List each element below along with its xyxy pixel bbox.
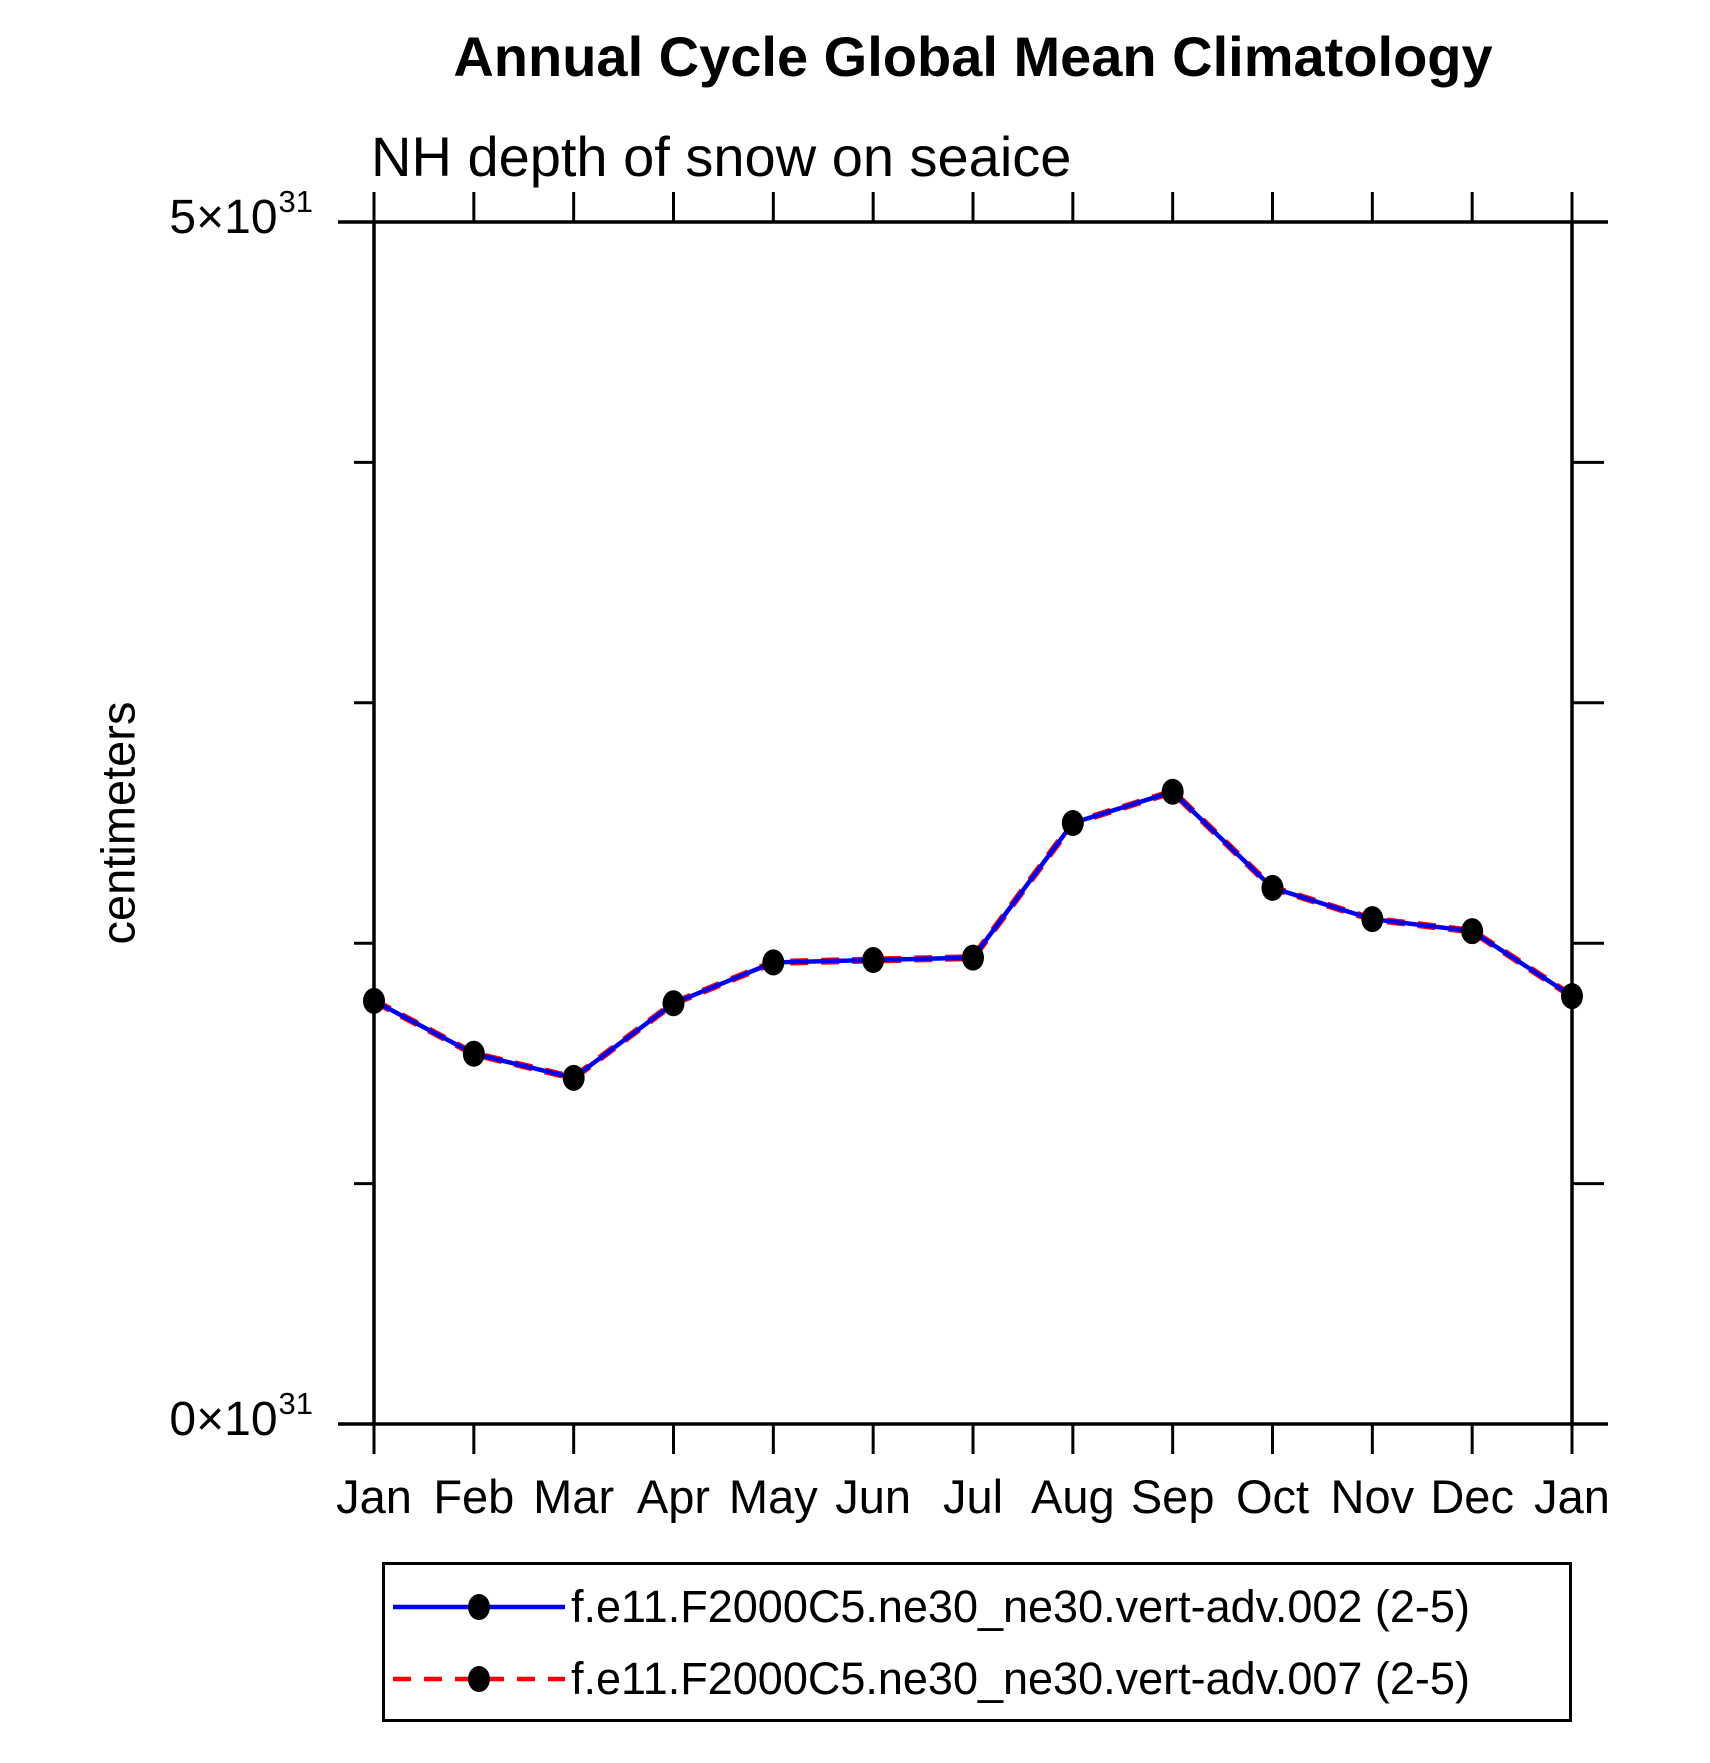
y-tick-label-bottom: 0×1031 — [62, 1388, 313, 1446]
y-tick-top-base: 5×10 — [169, 191, 278, 244]
data-point-Jan-0 — [363, 987, 385, 1014]
x-tick-label-Dec-11: Dec — [1430, 1470, 1514, 1523]
x-tick-label-Jun-5: Jun — [835, 1470, 912, 1523]
data-point-Sep-8 — [1161, 778, 1184, 805]
x-tick-label-Jul-6: Jul — [942, 1470, 1004, 1523]
x-tick-label-Oct-9: Oct — [1235, 1470, 1310, 1523]
legend-label-007: f.e11.F2000C5.ne30_ne30.vert-adv.007 (2-… — [571, 1653, 1470, 1704]
x-tick-label-Jan-0: Jan — [336, 1470, 412, 1523]
legend-item-vert-adv-002: f.e11.F2000C5.ne30_ne30.vert-adv.002 (2-… — [389, 1579, 1470, 1635]
x-tick-label-Nov-10: Nov — [1330, 1470, 1415, 1523]
data-point-Aug-7 — [1061, 810, 1084, 836]
series-lines — [372, 787, 1574, 1082]
chart-subtitle: NH depth of snow on seaice — [371, 125, 1072, 188]
data-point-Jun-5 — [862, 947, 885, 974]
x-tick-label-May-4: May — [728, 1470, 818, 1523]
legend-sample-007 — [393, 1666, 565, 1692]
data-point-Apr-3 — [662, 990, 685, 1017]
data-point-Mar-2 — [562, 1064, 585, 1091]
data-point-Feb-1 — [462, 1040, 485, 1067]
x-tick-label-Jan-12: Jan — [1534, 1470, 1610, 1523]
y-tick-top-exponent: 31 — [278, 184, 313, 219]
series-line-007 — [372, 787, 1574, 1082]
legend-sample-marker-0 — [468, 1594, 490, 1620]
legend-sample-marker-1 — [468, 1666, 490, 1692]
data-point-Oct-9 — [1261, 874, 1284, 901]
x-tick-label-Mar-2: Mar — [533, 1470, 615, 1523]
y-tick-label-top: 5×1031 — [62, 186, 313, 244]
legend-item-vert-adv-007: f.e11.F2000C5.ne30_ne30.vert-adv.007 (2-… — [389, 1651, 1470, 1707]
data-point-Dec-11 — [1461, 918, 1484, 945]
data-point-Jan-12 — [1561, 983, 1583, 1010]
chart-title: Annual Cycle Global Mean Climatology — [453, 25, 1493, 88]
x-tick-label-Feb-1: Feb — [433, 1470, 515, 1523]
legend-sample-002 — [393, 1594, 565, 1620]
x-tick-label-Aug-7: Aug — [1031, 1470, 1115, 1523]
y-tick-bottom-exponent: 31 — [278, 1386, 313, 1421]
y-tick-bottom-base: 0×10 — [169, 1393, 278, 1446]
data-point-markers — [363, 778, 1583, 1091]
legend-label-002: f.e11.F2000C5.ne30_ne30.vert-adv.002 (2-… — [571, 1581, 1470, 1632]
series-line-002 — [372, 789, 1574, 1081]
legend: f.e11.F2000C5.ne30_ne30.vert-adv.002 (2-… — [382, 1562, 1572, 1722]
x-tick-label-Sep-8: Sep — [1130, 1470, 1215, 1523]
x-tick-label-Apr-3: Apr — [636, 1470, 711, 1523]
axes — [338, 192, 1608, 1454]
data-point-Nov-10 — [1361, 906, 1384, 933]
data-point-Jul-6 — [962, 944, 984, 971]
data-point-May-4 — [762, 949, 785, 976]
